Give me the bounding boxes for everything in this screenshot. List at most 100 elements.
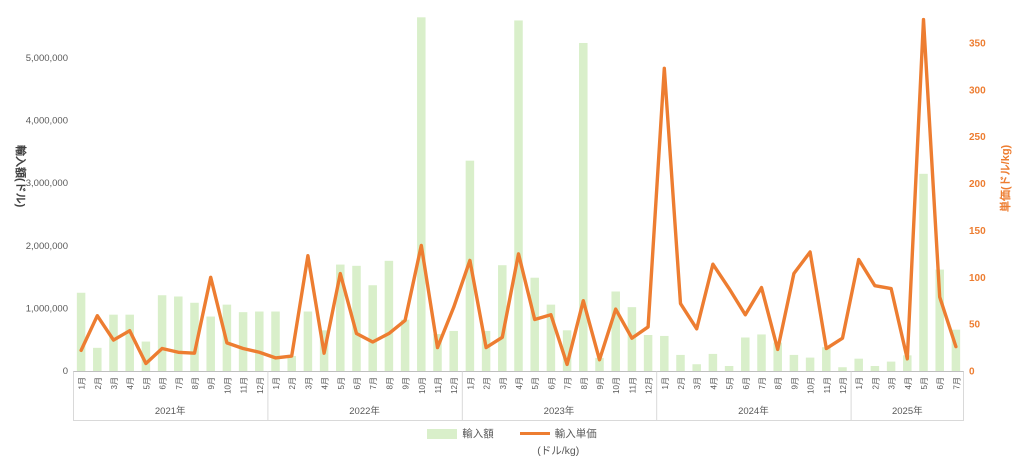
- month-tick-label: 6月: [159, 377, 168, 389]
- month-tick-label: 7月: [369, 377, 378, 389]
- import-value-bar: [157, 295, 167, 371]
- month-tick-label: 5月: [920, 377, 929, 389]
- import-value-bar: [449, 330, 458, 371]
- import-value-bar: [741, 337, 750, 371]
- import-value-bar: [611, 291, 620, 371]
- legend-line-swatch: [519, 431, 550, 436]
- month-tick-label: 9月: [790, 377, 799, 389]
- year-label: 2023年: [544, 405, 575, 417]
- month-tick-label: 1月: [272, 377, 281, 389]
- import-value-bar: [498, 265, 507, 371]
- import-value-bar: [287, 355, 296, 371]
- month-tick-label: 12月: [839, 377, 848, 394]
- month-tick-label: 3月: [304, 377, 313, 389]
- import-value-bar: [352, 265, 361, 371]
- month-tick-label: 2月: [288, 377, 297, 389]
- month-tick-label: 6月: [353, 377, 362, 389]
- right-axis-tick-label: 50: [969, 320, 981, 331]
- month-tick-label: 7月: [564, 377, 573, 389]
- month-tick-label: 4月: [321, 377, 330, 389]
- month-tick-label: 12月: [645, 377, 654, 394]
- month-tick-label: 12月: [450, 377, 459, 394]
- import-value-bar: [109, 314, 118, 371]
- month-tick-label: 1月: [661, 377, 670, 389]
- month-tick-label: 2月: [871, 377, 880, 389]
- import-value-bar: [951, 329, 961, 371]
- left-axis-tick-label: 4,000,000: [26, 116, 68, 127]
- month-tick-label: 10月: [418, 377, 427, 394]
- year-label: 2024年: [738, 405, 769, 417]
- axis-layer: 0 1,000,000 2,000,000 3,000,000 4,000,000 5,0…: [26, 39, 986, 421]
- month-tick-label: 7月: [175, 377, 184, 389]
- month-tick-label: 4月: [709, 377, 718, 389]
- legend: 輸入額 輸入単価 (ドル/kg): [0, 426, 1024, 458]
- month-tick-label: 10月: [612, 377, 621, 394]
- month-tick-label: 11月: [434, 377, 443, 393]
- import-value-bar: [255, 311, 264, 371]
- month-tick-label: 3月: [499, 377, 508, 389]
- right-axis-tick-label: 300: [969, 85, 986, 96]
- import-value-bar: [481, 330, 491, 371]
- right-axis-tick-label: 100: [969, 273, 986, 284]
- month-tick-label: 4月: [126, 377, 135, 389]
- month-tick-label: 1月: [466, 377, 475, 389]
- import-value-bar: [595, 357, 604, 371]
- import-value-bar: [870, 365, 880, 371]
- import-value-bar: [336, 264, 345, 371]
- import-value-bar: [708, 353, 718, 371]
- unit-price-line: [79, 17, 958, 367]
- right-axis-tick-label: 150: [969, 226, 986, 237]
- right-axis-tick-label: 250: [969, 132, 986, 143]
- month-tick-label: 6月: [936, 377, 945, 389]
- import-value-bar: [579, 42, 588, 371]
- month-tick-label: 5月: [337, 377, 346, 389]
- month-tick-label: 3月: [693, 377, 702, 389]
- left-axis-tick-label: 5,000,000: [26, 53, 68, 64]
- import-value-bar: [805, 357, 815, 371]
- month-tick-label: 8月: [385, 377, 394, 389]
- month-tick-label: 1月: [78, 377, 87, 389]
- import-value-bar: [125, 314, 134, 371]
- import-value-bar: [206, 316, 215, 371]
- import-value-bar: [271, 311, 280, 371]
- import-value-bar: [643, 335, 653, 371]
- import-value-bar: [919, 173, 928, 371]
- month-tick-label: 10月: [223, 377, 232, 394]
- month-tick-label: 9月: [207, 377, 216, 389]
- month-tick-label: 6月: [547, 377, 556, 389]
- import-value-bar: [141, 341, 151, 371]
- left-axis-tick-label: 1,000,000: [26, 303, 68, 314]
- month-tick-label: 11月: [240, 377, 249, 393]
- legend-label: 輸入額: [462, 428, 494, 440]
- import-value-bar: [692, 364, 701, 371]
- import-value-bar: [238, 312, 248, 371]
- month-tick-label: 6月: [742, 377, 751, 389]
- legend-unit-note: (ドル/kg): [537, 445, 580, 457]
- bars-layer: [76, 17, 961, 372]
- month-tick-label: 8月: [191, 377, 200, 389]
- import-value-bar: [368, 285, 377, 371]
- month-tick-label: 3月: [888, 377, 897, 389]
- year-label: 2025年: [892, 405, 923, 417]
- import-value-bar: [822, 347, 831, 371]
- import-value-bar: [838, 367, 847, 371]
- import-value-bar: [530, 277, 539, 371]
- import-value-bar: [546, 304, 556, 371]
- import-value-bar: [400, 319, 410, 371]
- import-value-bar: [433, 334, 442, 371]
- import-value-bar: [789, 354, 799, 371]
- month-tick-label: 10月: [807, 377, 816, 394]
- import-value-bar: [660, 335, 669, 371]
- legend-item-unit-price: 輸入単価 (ドル/kg): [519, 426, 597, 458]
- import-value-bar: [562, 330, 572, 371]
- import-value-bar: [514, 20, 523, 371]
- month-tick-label: 11月: [628, 377, 637, 393]
- import-value-bar: [724, 365, 734, 371]
- month-tick-label: 5月: [726, 377, 735, 389]
- right-axis-tick-label: 350: [969, 39, 986, 50]
- month-tick-label: 8月: [580, 377, 589, 389]
- left-axis-title: 輸入額(ドル): [14, 145, 28, 208]
- month-tick-label: 3月: [110, 377, 119, 389]
